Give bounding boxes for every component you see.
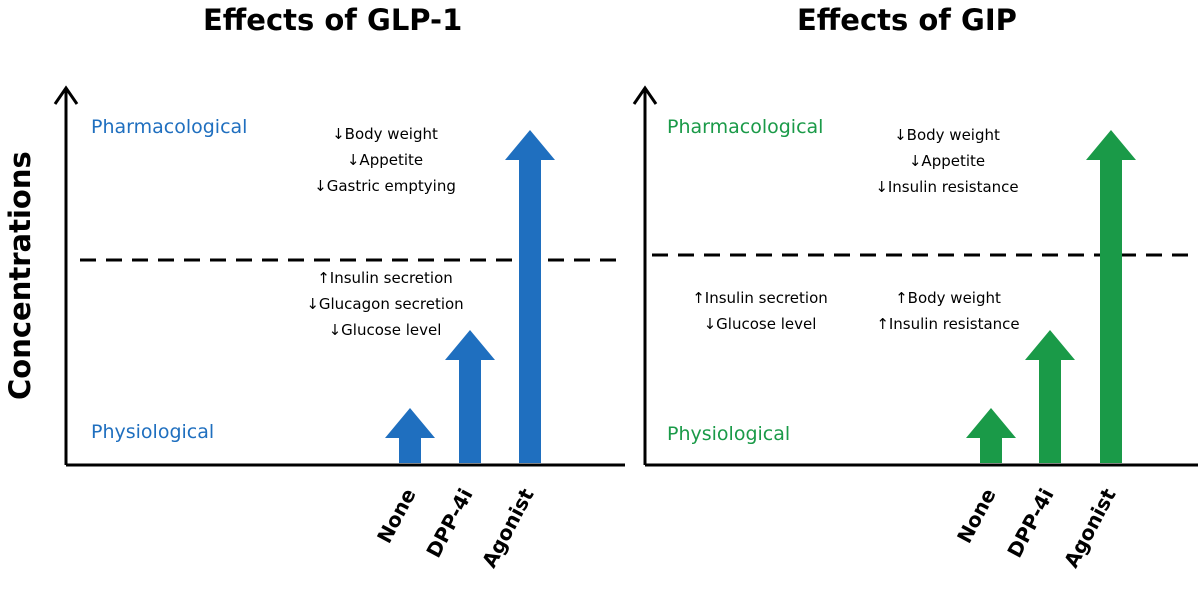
glp1-axes (53, 85, 625, 467)
glp1-physiological-effects: ↑Insulin secretion ↓Glucagon secretion ↓… (275, 265, 495, 343)
glp1-y-axis-arrowhead (53, 85, 79, 105)
gip-panel-title: Effects of GIP (797, 3, 1017, 37)
effect-line: ↓Glucose level (328, 321, 442, 339)
glp1-panel-title: Effects of GLP-1 (203, 3, 463, 37)
effect-line: ↓Appetite (346, 151, 424, 169)
gip-arrow-dpp4i (1025, 330, 1075, 463)
effect-line: ↑Insulin secretion (692, 289, 828, 307)
gip-pharmacological-label: Pharmacological (667, 116, 824, 138)
glp1-pharmacological-effects: ↓Body weight ↓Appetite ↓Gastric emptying (285, 121, 485, 199)
effect-line: ↓Appetite (908, 152, 986, 170)
gip-physiological-effects-right: ↑Body weight ↑Insulin resistance (848, 285, 1048, 337)
glp1-arrow-agonist (505, 130, 555, 463)
glp1-arrow-none (385, 408, 435, 463)
gip-arrow-none (966, 408, 1016, 463)
effect-line: ↓Insulin resistance (875, 178, 1019, 196)
gip-y-axis-arrowhead (632, 85, 658, 105)
gip-arrow-group (966, 130, 1136, 463)
effect-line: ↓Glucagon secretion (306, 295, 464, 313)
effect-line: ↑Insulin secretion (317, 269, 453, 287)
effect-line: ↓Body weight (894, 126, 1000, 144)
gip-axes (632, 85, 1198, 467)
glp1-physiological-label: Physiological (91, 421, 215, 443)
gip-arrow-agonist (1086, 130, 1136, 463)
glp1-pharmacological-label: Pharmacological (91, 116, 248, 138)
effect-line: ↓Gastric emptying (314, 177, 456, 195)
gip-pharmacological-effects: ↓Body weight ↓Appetite ↓Insulin resistan… (842, 122, 1052, 200)
effect-line: ↓Body weight (332, 125, 438, 143)
effect-line: ↓Glucose level (703, 315, 817, 333)
glp1-arrow-group (385, 130, 555, 463)
glp1-arrow-dpp4i (445, 330, 495, 463)
diagram-canvas (53, 85, 1198, 467)
effect-line: ↑Body weight (895, 289, 1001, 307)
effect-line: ↑Insulin resistance (876, 315, 1020, 333)
gip-physiological-label: Physiological (667, 423, 791, 445)
gip-physiological-effects-left: ↑Insulin secretion ↓Glucose level (660, 285, 860, 337)
